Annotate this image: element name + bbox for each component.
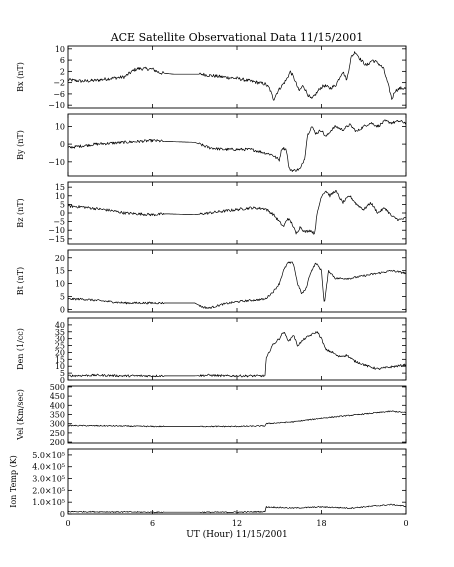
y-tick-label: 20 [55, 254, 65, 263]
y-tick-label: 0 [60, 376, 65, 385]
y-tick-label: 5 [60, 200, 65, 209]
y-tick-label: −10 [48, 226, 65, 235]
y-tick-label: −6 [53, 90, 65, 99]
y-axis-label: Bz (nT) [16, 198, 25, 227]
y-axis-label: By (nT) [16, 130, 25, 160]
y-tick-label: 0 [60, 140, 65, 149]
y-tick-label: 15 [55, 183, 65, 192]
x-tick-label: 18 [316, 519, 326, 528]
panel-frame [67, 181, 407, 245]
y-tick-label: 4.0×10⁵ [32, 463, 65, 472]
panel-trace [67, 503, 407, 514]
panel-frame [67, 448, 407, 515]
y-tick-label: 300 [50, 420, 65, 429]
y-tick-label: 25 [55, 342, 65, 351]
y-tick-label: 350 [50, 411, 65, 420]
y-tick-label: 5 [60, 293, 65, 302]
y-tick-label: 10 [55, 362, 65, 371]
y-tick-label: −10 [48, 101, 65, 110]
y-tick-label: 40 [55, 321, 65, 330]
y-tick-label: 400 [50, 401, 65, 410]
panel-trace [67, 51, 407, 101]
y-tick-label: 2 [60, 67, 65, 76]
y-tick-label: 6 [60, 56, 65, 65]
panel-trace [67, 119, 407, 172]
y-axis-label: Bt (nT) [16, 267, 25, 295]
y-tick-label: 20 [55, 348, 65, 357]
y-axis-label: Ion Temp (K) [9, 455, 18, 508]
panel-frame [67, 113, 407, 177]
y-tick-label: 30 [55, 335, 65, 344]
y-tick-label: −2 [53, 79, 65, 88]
y-tick-label: 10 [55, 192, 65, 201]
y-tick-label: 5 [60, 369, 65, 378]
y-tick-label: −5 [53, 218, 65, 227]
panel-2: −10 0 10 By (nT) [16, 113, 407, 177]
y-axis-label: Den (1/cc) [16, 328, 25, 370]
y-tick-label: 35 [55, 328, 65, 337]
y-tick-label: 1.0×10⁵ [32, 498, 65, 507]
panel-1: −10 −6 −2 2 6 10 Bx (nT) [16, 45, 407, 110]
y-axis-label: Bx (nT) [16, 62, 25, 92]
chart-title: ACE Satellite Observational Data 11/15/2… [110, 31, 364, 44]
y-tick-label: 10 [55, 122, 65, 131]
y-tick-label: 10 [55, 280, 65, 289]
y-tick-label: 0 [60, 305, 65, 314]
panel-frame [67, 317, 407, 381]
y-tick-label: −15 [48, 235, 65, 244]
x-tick-label: 0 [65, 519, 70, 528]
y-tick-label: 500 [50, 383, 65, 392]
x-tick-label: 0 [403, 519, 408, 528]
y-tick-label: 250 [50, 429, 65, 438]
panel-4: 0 5 10 15 20 Bt (nT) [16, 249, 407, 314]
y-tick-label: 3.0×10⁵ [32, 475, 65, 484]
y-tick-label: 10 [55, 45, 65, 54]
panel-frame [67, 249, 407, 313]
x-tick-label: 6 [150, 519, 155, 528]
y-tick-label: 0 [60, 209, 65, 218]
panel-trace [67, 189, 407, 235]
y-tick-label: 15 [55, 267, 65, 276]
y-tick-label: 450 [50, 392, 65, 401]
y-tick-label: 0 [60, 510, 65, 519]
y-axis-label: Vel (Km/sec) [16, 389, 25, 441]
y-tick-label: 5.0×10⁵ [32, 451, 65, 460]
panel-7: 0 1.0×10⁵ 2.0×10⁵ 3.0×10⁵ 4.0×10⁵ 5.0×10⁵ Ion … [9, 448, 407, 519]
y-tick-label: 2.0×10⁵ [32, 486, 65, 495]
panel-trace [67, 410, 407, 428]
x-tick-label: 12 [232, 519, 242, 528]
panel-trace [67, 331, 406, 378]
y-tick-label: 200 [50, 438, 65, 447]
y-tick-label: −10 [48, 158, 65, 167]
y-tick-label: 15 [55, 355, 65, 364]
x-axis-label: UT (Hour) 11/15/2001 [186, 529, 288, 540]
panel-trace [67, 261, 407, 309]
